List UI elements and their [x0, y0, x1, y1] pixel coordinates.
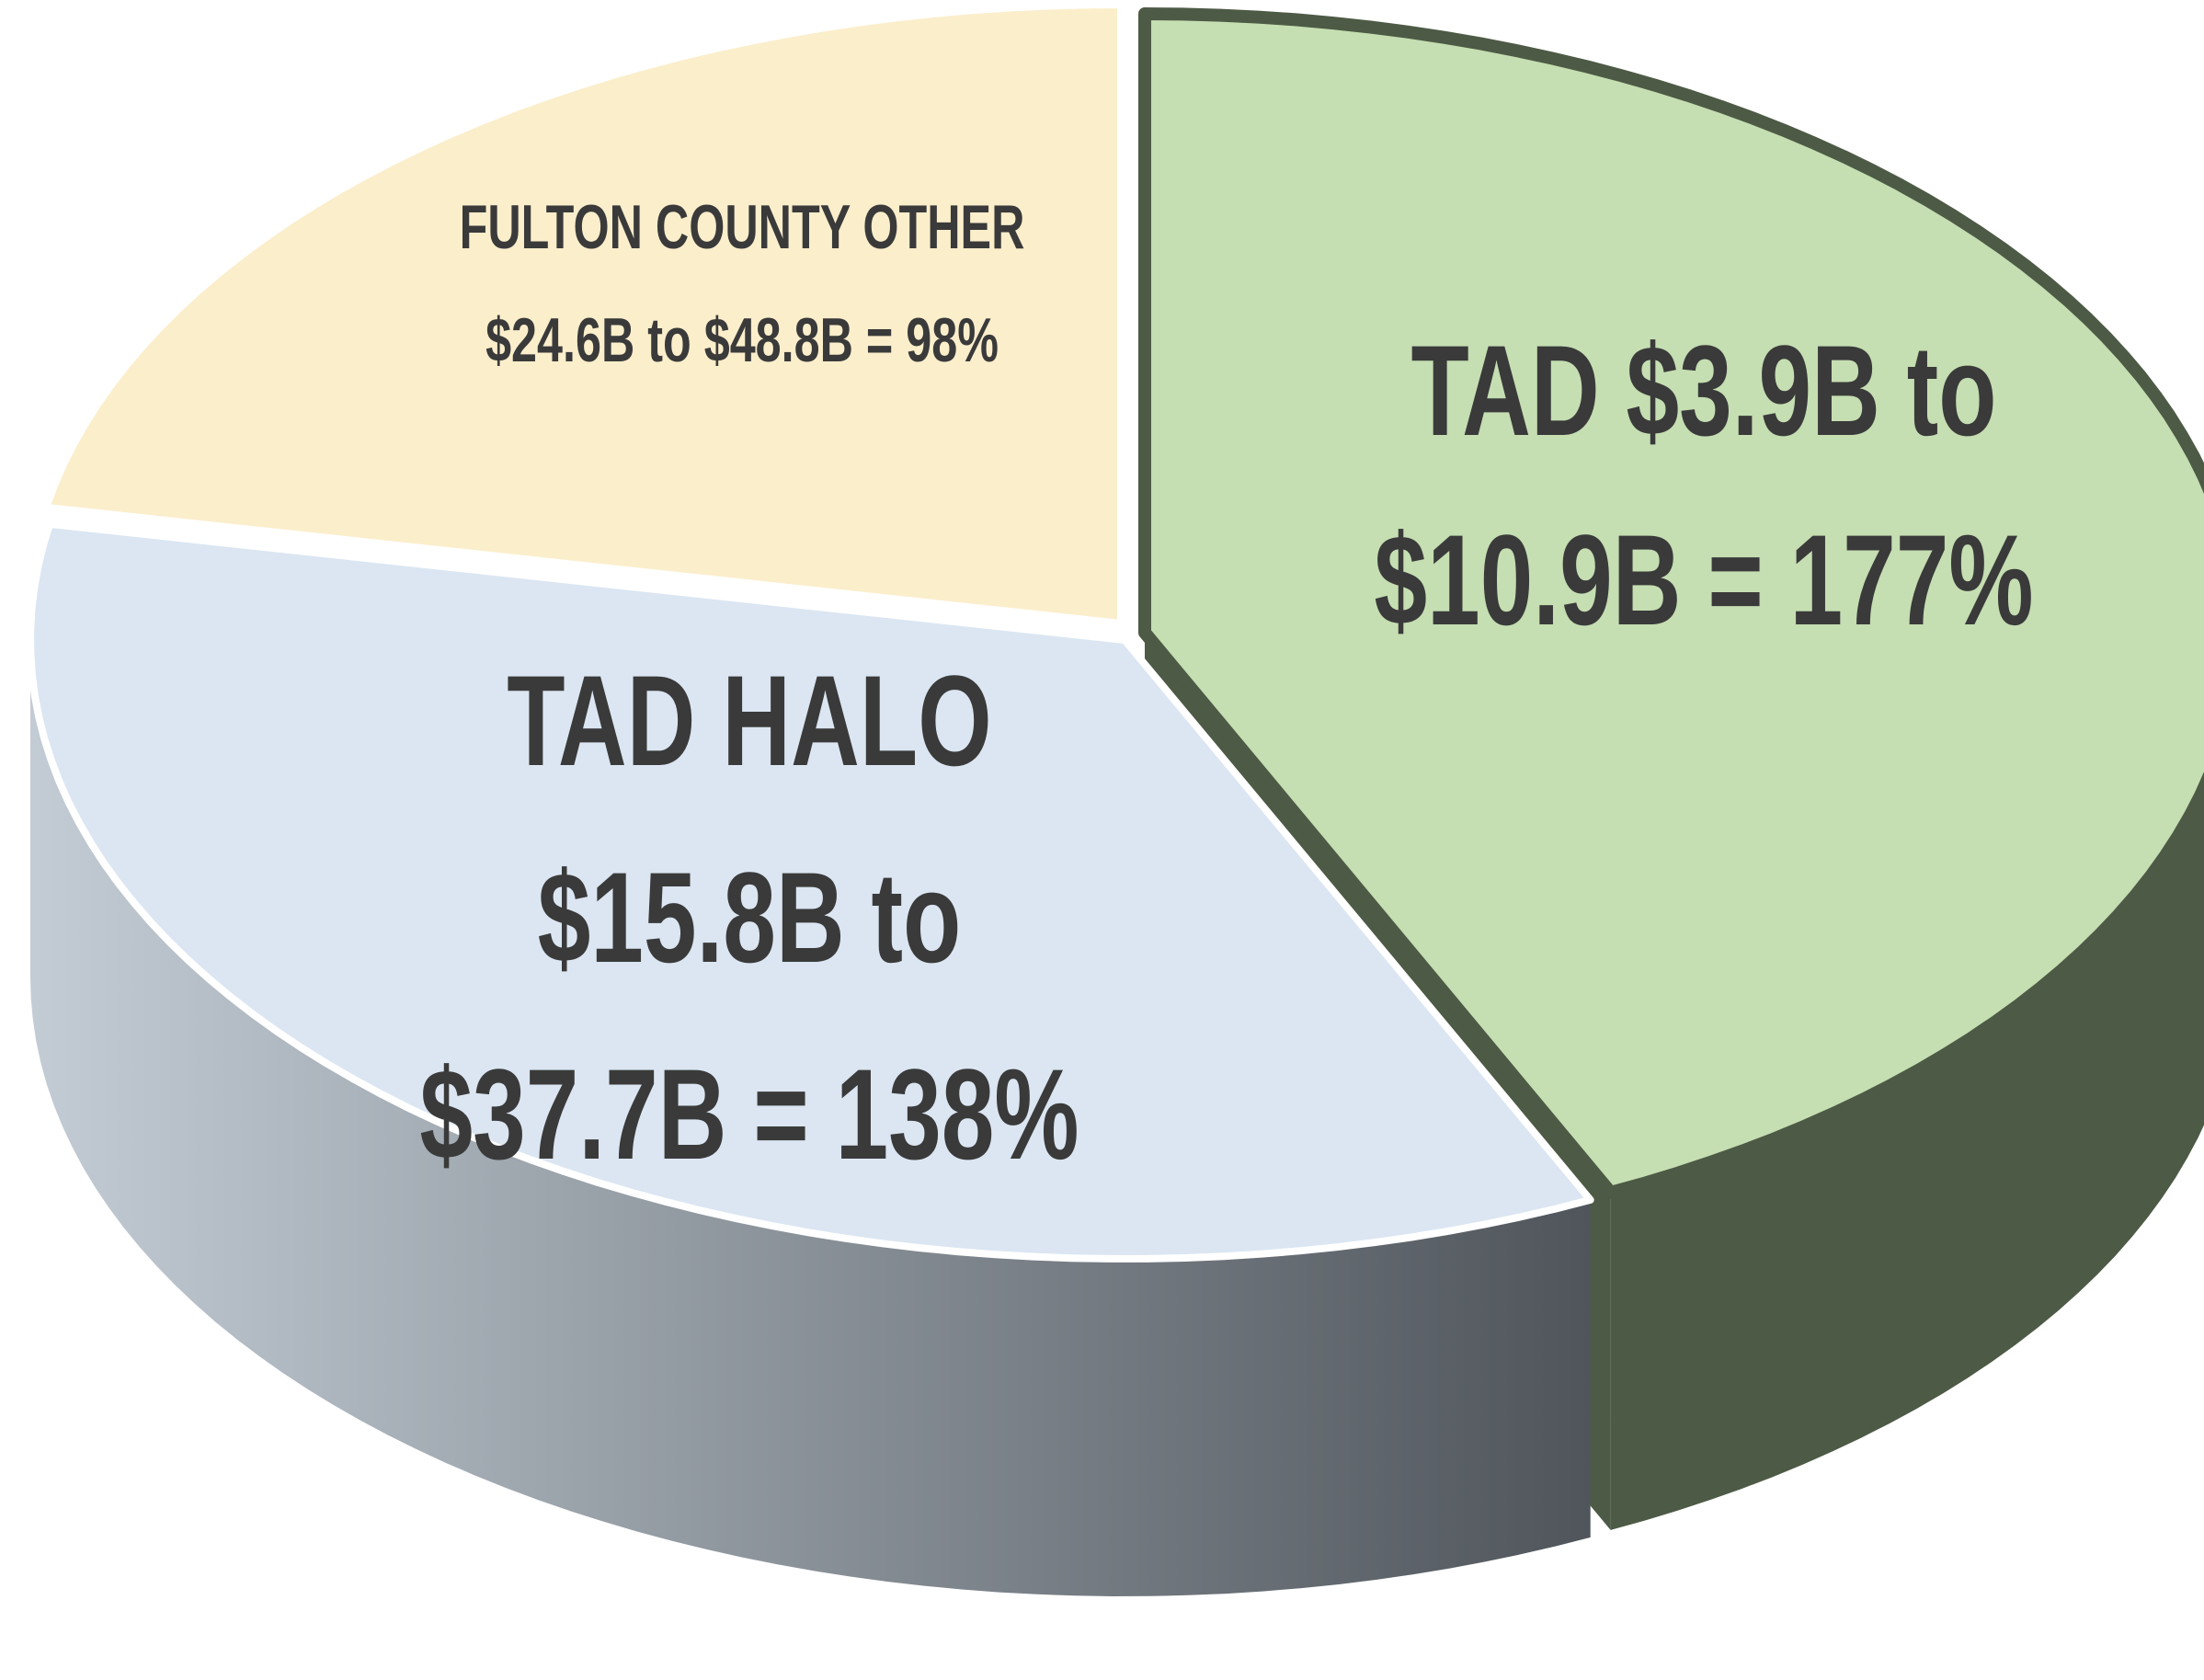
slice-label-line: TAD $3.9B to	[1411, 320, 1997, 463]
slice-label-line: TAD HALO	[507, 650, 991, 794]
slice-label-line: $15.8B to	[538, 847, 962, 990]
slice-label: $10.9B = 177%	[1374, 509, 2033, 653]
pie-slice	[42, 1, 1125, 627]
pie-slice	[1138, 7, 2204, 1199]
slice-label: $37.7B = 138%	[419, 1044, 1079, 1187]
pie-side	[1610, 787, 2204, 1530]
slice-label: FULTON COUNTY OTHER	[460, 192, 1025, 262]
pie-tops	[27, 1, 2204, 1263]
pie-slice	[27, 520, 1594, 1263]
slice-label: TAD $3.9B to	[1411, 320, 1997, 463]
slice-label-line: $10.9B = 177%	[1374, 509, 2033, 653]
slice-label: $15.8B to	[538, 847, 962, 990]
pie-labels: TAD $3.9B to $10.9B = 177% TAD HALO $15.8B …	[419, 192, 2033, 1187]
slice-label-line: FULTON COUNTY OTHER	[460, 192, 1025, 262]
slice-label-line: $24.6B to $48.8B = 98%	[485, 305, 999, 375]
slice-label: $24.6B to $48.8B = 98%	[485, 305, 999, 375]
slice-label: TAD HALO	[507, 650, 991, 794]
pie-side	[30, 640, 1591, 1596]
slice-label-line: $37.7B = 138%	[419, 1044, 1079, 1187]
